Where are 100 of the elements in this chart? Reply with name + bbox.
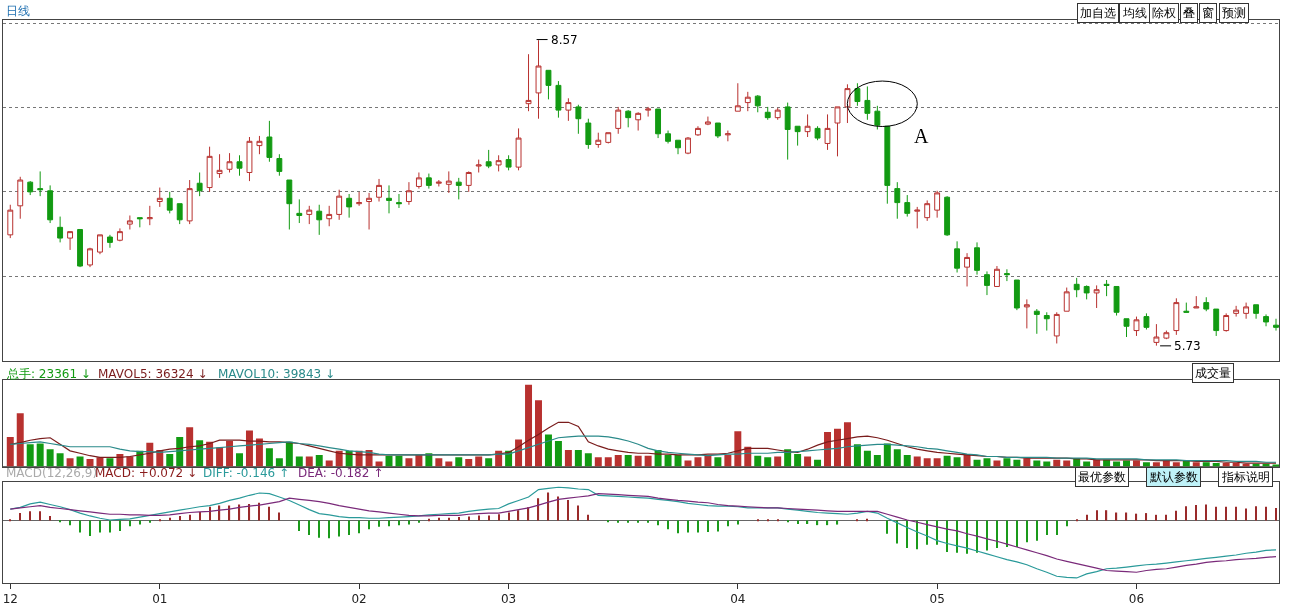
bar [36, 443, 44, 467]
bar [268, 506, 270, 521]
bar [836, 520, 839, 525]
bar [873, 454, 881, 467]
bar [1145, 513, 1148, 521]
bar [46, 449, 54, 467]
candlestick [1023, 298, 1030, 329]
bar [1115, 512, 1118, 521]
candlestick [954, 240, 961, 273]
candlestick [1243, 302, 1250, 320]
candlestick [894, 181, 901, 220]
bar [804, 456, 812, 467]
bar [106, 458, 114, 467]
x-tick-label: 12 [2, 592, 18, 607]
candlestick [336, 189, 343, 221]
candlestick [854, 82, 861, 107]
candlestick [236, 154, 243, 177]
candlestick [595, 132, 602, 149]
bar [856, 519, 859, 522]
candlestick [376, 178, 382, 203]
bar [9, 519, 11, 522]
candlestick [37, 170, 44, 197]
bar [634, 455, 642, 467]
text: 总手: 23361 ↓ [6, 367, 91, 381]
series-label: DIFF: -0.146 ↑ [203, 466, 290, 480]
bar [564, 450, 572, 467]
candlestick [734, 82, 741, 112]
candlestick [864, 85, 871, 121]
text: 最优参数 [1078, 470, 1126, 484]
text: 默认参数 [1149, 470, 1198, 484]
bar [1192, 462, 1200, 467]
candlestick [57, 216, 64, 243]
bar [6, 436, 14, 467]
bar [587, 514, 589, 521]
bar [577, 505, 579, 521]
candlestick [97, 234, 103, 255]
bar [465, 458, 473, 467]
candlestick [704, 116, 711, 125]
text: MAVOL10: 39843 ↓ [218, 367, 336, 381]
candlestick [166, 191, 173, 214]
bar [594, 457, 602, 467]
bar [1036, 520, 1038, 541]
bar [697, 520, 699, 533]
bar [956, 520, 958, 553]
candlestick [934, 190, 941, 219]
bar [1096, 510, 1098, 521]
bar [295, 456, 303, 467]
bar [1026, 520, 1028, 543]
bar [1043, 461, 1051, 467]
bar [1212, 463, 1220, 467]
bar [537, 498, 540, 521]
candlestick [874, 105, 881, 130]
candlestick [7, 204, 14, 239]
candlestick [555, 80, 562, 119]
bar [517, 510, 520, 521]
bar [29, 511, 31, 521]
candlestick [435, 179, 442, 187]
bar [754, 455, 762, 467]
candlestick [346, 193, 353, 219]
bar [824, 432, 832, 467]
candlestick [1113, 285, 1120, 317]
bar [96, 457, 104, 467]
bar [694, 457, 702, 467]
bar [1152, 462, 1160, 467]
candlestick [964, 252, 970, 287]
bar [39, 511, 41, 521]
candlestick [804, 113, 811, 138]
bar [179, 515, 181, 521]
bar [946, 520, 948, 553]
bar [438, 517, 440, 521]
bar [883, 443, 891, 467]
candlestick [1013, 279, 1020, 311]
bar [1172, 462, 1180, 467]
bar [787, 520, 789, 523]
bar [1013, 459, 1021, 467]
bar [607, 520, 609, 523]
candlestick [156, 187, 163, 208]
candlestick [824, 113, 831, 151]
x-tick-label: 05 [929, 592, 945, 607]
bar [478, 515, 480, 521]
bar [1175, 510, 1177, 521]
bar [1056, 520, 1058, 535]
candlestick [465, 170, 472, 193]
bar [893, 449, 901, 467]
candlestick [625, 109, 632, 128]
bar [285, 441, 293, 467]
candlestick [814, 125, 821, 141]
candlestick [615, 106, 622, 135]
bar [926, 520, 928, 545]
bar [863, 450, 871, 467]
candlestick [136, 217, 143, 228]
bar [176, 436, 184, 467]
bar [216, 447, 224, 467]
bar [508, 512, 510, 521]
bar [1215, 506, 1217, 521]
bar [996, 520, 998, 549]
bar [435, 458, 443, 467]
candlestick [186, 179, 193, 225]
bar [1265, 506, 1267, 521]
candlestick [475, 159, 482, 173]
